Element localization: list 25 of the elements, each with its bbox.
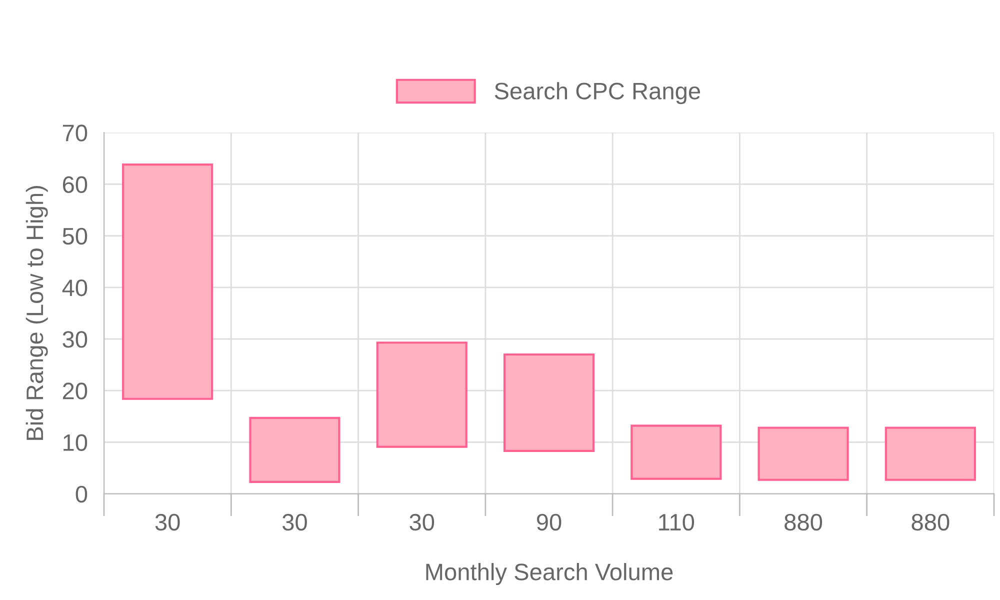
x-tick-label: 30	[410, 514, 434, 531]
y-tick-label: 20	[62, 382, 88, 400]
x-tick-label: 30	[282, 514, 307, 531]
y-tick-label: 40	[62, 279, 88, 296]
bar	[249, 416, 340, 483]
bar	[122, 164, 214, 400]
bar	[630, 424, 722, 480]
y-tick-label: 0	[76, 486, 88, 503]
x-tick-label: 30	[155, 514, 180, 531]
legend-label: Search CPC Range	[494, 82, 700, 104]
x-tick-label: 110	[659, 514, 694, 531]
y-tick-label: 10	[64, 434, 88, 451]
y-tick-label: 50	[62, 228, 88, 245]
y-tick-label: 70	[62, 124, 88, 142]
bar	[758, 426, 849, 481]
y-axis-title: Bid Range (Low to High)	[26, 186, 48, 440]
x-tick-label: 880	[912, 514, 950, 531]
y-tick-label: 60	[62, 176, 88, 193]
x-tick-label: 880	[784, 514, 822, 531]
x-axis-title: Monthly Search Volume	[426, 563, 673, 586]
bar	[503, 353, 595, 452]
bar	[376, 342, 468, 448]
y-tick-label: 30	[62, 331, 88, 348]
x-tick-label: 90	[536, 514, 562, 531]
bar	[884, 426, 976, 481]
